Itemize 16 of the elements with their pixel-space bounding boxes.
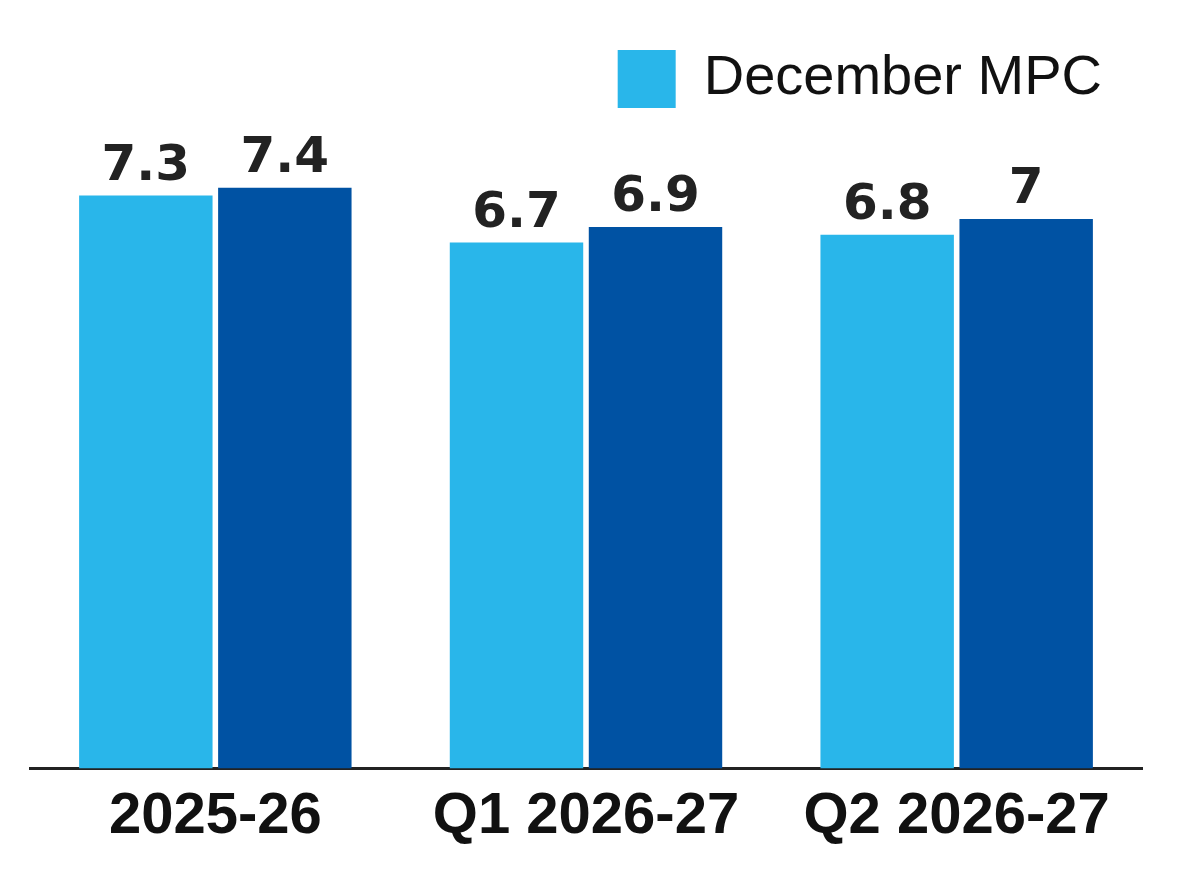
bar bbox=[588, 226, 723, 769]
data-label: 7 bbox=[1008, 157, 1044, 216]
data-label: 6.8 bbox=[842, 172, 932, 231]
data-label: 7.4 bbox=[240, 125, 330, 184]
bar bbox=[218, 187, 352, 769]
legend-label: December MPC bbox=[703, 43, 1103, 107]
data-label: 7.3 bbox=[101, 133, 191, 192]
bar bbox=[959, 219, 1093, 769]
x-tick-label: Q1 2026-27 bbox=[432, 780, 740, 846]
data-label: 6.9 bbox=[611, 164, 700, 223]
bar bbox=[449, 242, 584, 769]
x-tick-label: 2025-26 bbox=[108, 780, 322, 846]
x-tick-label: Q2 2026-27 bbox=[803, 780, 1110, 846]
bar bbox=[820, 234, 954, 769]
bar bbox=[79, 195, 213, 769]
data-label: 6.7 bbox=[472, 180, 561, 239]
